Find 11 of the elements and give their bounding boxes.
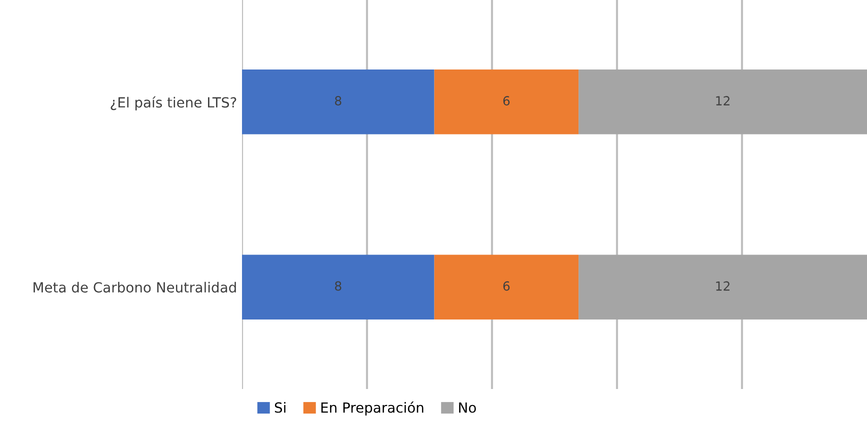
data-label: 12	[716, 281, 730, 291]
data-label: 12	[716, 96, 730, 106]
data-label: 6	[503, 281, 510, 291]
data-label: 8	[335, 96, 342, 106]
data-label: 8	[335, 281, 342, 291]
data-label: 6	[503, 96, 510, 106]
legend-label: En Preparación	[321, 402, 424, 416]
y-tick-label: ¿El país tiene LTS?	[110, 96, 236, 110]
y-tick-label: Meta de Carbono Neutralidad	[34, 282, 236, 293]
legend-label: No	[459, 402, 476, 413]
legend-label: Si	[274, 402, 286, 413]
